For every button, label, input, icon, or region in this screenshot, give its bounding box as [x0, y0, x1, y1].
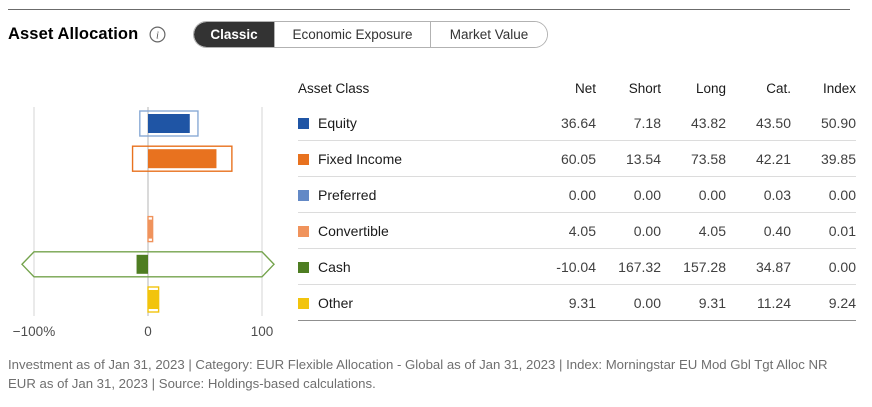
asset-class-label: Fixed Income	[318, 150, 403, 167]
allocation-chart: −100% 0 100	[8, 107, 290, 343]
col-cat: Cat.	[766, 81, 791, 96]
col-asset-class: Asset Class	[298, 81, 370, 96]
col-short: Short	[628, 81, 661, 96]
svg-text:0: 0	[144, 324, 152, 339]
asset-class-label: Convertible	[318, 222, 389, 239]
svg-text:100: 100	[251, 324, 274, 339]
cell-cat: 43.50	[755, 114, 791, 131]
asset-class-label: Equity	[318, 114, 357, 131]
cell-net: -10.04	[556, 258, 596, 275]
cell-net: 60.05	[560, 150, 596, 167]
tab-classic[interactable]: Classic	[194, 22, 274, 47]
col-net: Net	[574, 81, 596, 96]
svg-text:−100%: −100%	[13, 324, 55, 339]
table-row: Convertible 4.05 0.00 4.05 0.40 0.01	[298, 213, 856, 249]
section-divider	[8, 9, 850, 10]
tab-market-value[interactable]: Market Value	[430, 22, 547, 47]
cell-long: 43.82	[690, 114, 726, 131]
table-row: Other 9.31 0.00 9.31 11.24 9.24	[298, 285, 856, 321]
cell-net: 9.31	[568, 294, 596, 311]
legend-swatch-equity	[298, 117, 309, 129]
cell-cat: 34.87	[755, 258, 791, 275]
legend-swatch-cash	[298, 261, 309, 273]
cell-long: 4.05	[698, 222, 726, 239]
table-row: Equity 36.64 7.18 43.82 43.50 50.90	[298, 105, 856, 141]
table-row: Preferred 0.00 0.00 0.00 0.03 0.00	[298, 177, 856, 213]
allocation-chart-svg: −100% 0 100	[13, 107, 275, 339]
cell-net: 4.05	[568, 222, 596, 239]
legend-swatch-convertible	[298, 225, 309, 237]
footnote: Investment as of Jan 31, 2023 | Category…	[8, 357, 828, 391]
cell-index: 0.00	[828, 258, 856, 275]
cell-short: 0.00	[633, 222, 661, 239]
cell-net: 0.00	[568, 186, 596, 203]
cell-cat: 0.40	[763, 222, 791, 239]
cell-net: 36.64	[560, 114, 596, 131]
asset-class-label: Other	[318, 294, 354, 311]
cell-short: 167.32	[618, 258, 661, 275]
legend-swatch-fixed-income	[298, 153, 309, 165]
table-row: Cash -10.04 167.32 157.28 34.87 0.00	[298, 249, 856, 285]
cell-cat: 11.24	[757, 294, 791, 311]
table-row: Fixed Income 60.05 13.54 73.58 42.21 39.…	[298, 141, 856, 177]
cell-short: 0.00	[633, 186, 661, 203]
cell-cat: 42.21	[755, 150, 791, 167]
cell-long: 73.58	[690, 150, 726, 167]
allocation-table: Asset Class Net Short Long Cat. Index Eq…	[298, 78, 856, 321]
cell-long: 9.31	[698, 294, 726, 311]
cell-index: 39.85	[820, 150, 856, 167]
cell-short: 0.00	[633, 294, 661, 311]
cell-index: 0.01	[828, 222, 856, 239]
page-title: Asset Allocation	[8, 24, 139, 43]
cell-long: 157.28	[683, 258, 726, 275]
svg-text:i: i	[156, 30, 159, 41]
info-icon[interactable]: i	[149, 25, 166, 43]
view-toggle-group: Classic Economic Exposure Market Value	[193, 21, 548, 48]
cell-index: 9.24	[828, 294, 856, 311]
cell-cat: 0.03	[763, 186, 791, 203]
cell-long: 0.00	[698, 186, 726, 203]
tab-economic-exposure[interactable]: Economic Exposure	[274, 22, 430, 47]
cell-short: 13.54	[625, 150, 661, 167]
col-long: Long	[695, 81, 726, 96]
col-index: Index	[822, 81, 856, 96]
cell-short: 7.18	[633, 114, 661, 131]
asset-class-label: Cash	[318, 258, 351, 275]
cell-index: 50.90	[820, 114, 856, 131]
table-header-row: Asset Class Net Short Long Cat. Index	[298, 78, 856, 105]
asset-class-label: Preferred	[318, 186, 377, 203]
legend-swatch-other	[298, 297, 309, 309]
legend-swatch-preferred	[298, 189, 309, 201]
section-header: Asset Allocation i	[8, 20, 166, 48]
cell-index: 0.00	[828, 186, 856, 203]
